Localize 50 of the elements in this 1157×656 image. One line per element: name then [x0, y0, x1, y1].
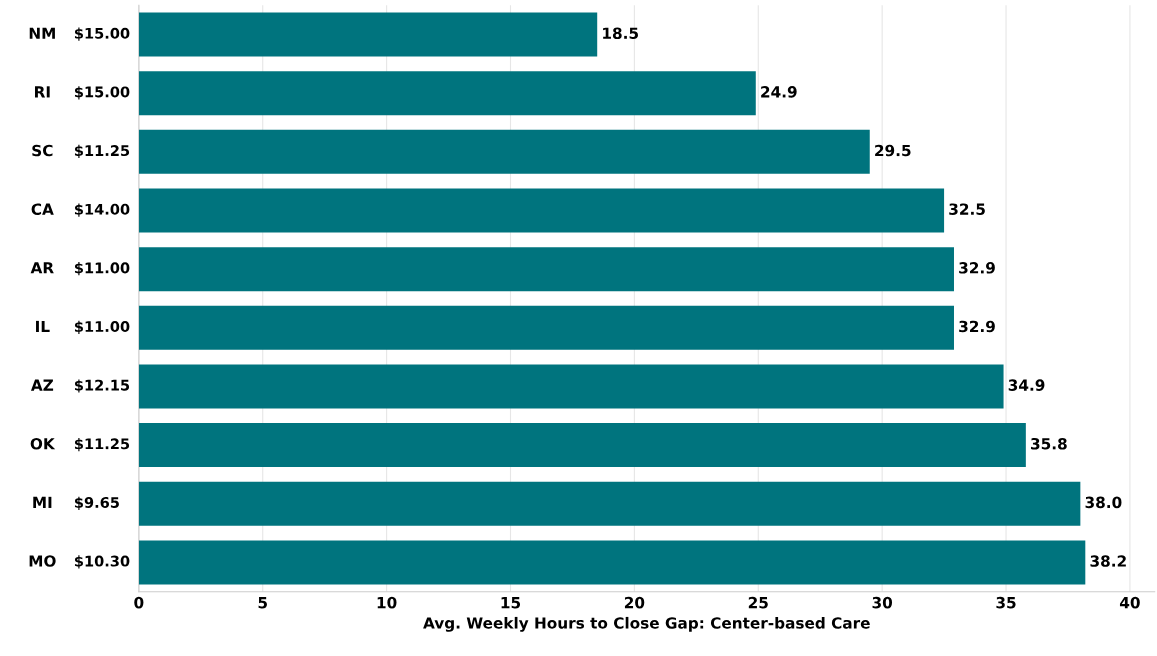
bar — [138, 305, 954, 350]
data-label: 32.9 — [959, 320, 995, 333]
y-tick-label: RI — [35, 86, 50, 98]
bar — [138, 71, 756, 116]
data-label: 34.9 — [1008, 379, 1045, 391]
y2-tick-label: $15.00 — [74, 27, 130, 41]
x-axis-title: Avg. Weekly Hours to Close Gap: Center-based Care — [423, 616, 870, 632]
y-tick-label: OK — [30, 437, 56, 450]
data-label: 24.9 — [761, 86, 797, 98]
data-label: 35.8 — [1031, 437, 1067, 450]
bar — [138, 188, 945, 233]
y-tick-label: SC — [32, 144, 53, 157]
bar — [138, 423, 1026, 468]
x-tick-label: 30 — [872, 596, 893, 609]
y2-tick-label: $12.15 — [74, 379, 130, 393]
y-tick-label: MO — [29, 555, 56, 567]
y-tick-label: NM — [29, 27, 55, 39]
bar — [138, 129, 870, 174]
data-label: 32.9 — [959, 262, 995, 274]
data-label: 18.5 — [603, 27, 638, 39]
y-tick-label: CA — [31, 203, 54, 215]
x-tick-label: 25 — [748, 596, 768, 609]
y2-tick-label: $14.00 — [74, 203, 130, 217]
x-tick-label: 0 — [134, 596, 144, 609]
y2-tick-label: $10.30 — [74, 555, 130, 569]
bar — [138, 364, 1004, 409]
data-label: 29.5 — [875, 144, 911, 157]
y-tick-label: IL — [36, 320, 50, 333]
x-tick-label: 20 — [624, 596, 645, 609]
y2-tick-label: $11.00 — [74, 320, 130, 334]
y2-tick-label: $11.00 — [74, 262, 130, 276]
bar — [138, 481, 1081, 526]
bar — [138, 247, 954, 292]
y2-tick-label: $9.65 — [74, 496, 119, 510]
bar — [138, 540, 1086, 585]
x-tick-label: 15 — [501, 597, 521, 609]
y-tick-label: AR — [30, 262, 54, 274]
x-tick-label: 35 — [996, 596, 1016, 609]
data-label: 32.5 — [949, 203, 985, 215]
x-tick-label: 10 — [377, 596, 397, 609]
y-tick-label: MI — [33, 496, 52, 508]
x-tick-label: 40 — [1119, 596, 1140, 609]
bar — [138, 12, 598, 57]
y-tick-label: AZ — [30, 379, 54, 391]
x-tick-label: 5 — [258, 597, 267, 609]
y2-tick-label: $15.00 — [74, 86, 130, 100]
data-label: 38.2 — [1090, 555, 1126, 567]
data-label: 38.0 — [1085, 496, 1122, 509]
y2-tick-label: $11.25 — [74, 438, 130, 452]
y2-tick-label: $11.25 — [74, 144, 130, 159]
